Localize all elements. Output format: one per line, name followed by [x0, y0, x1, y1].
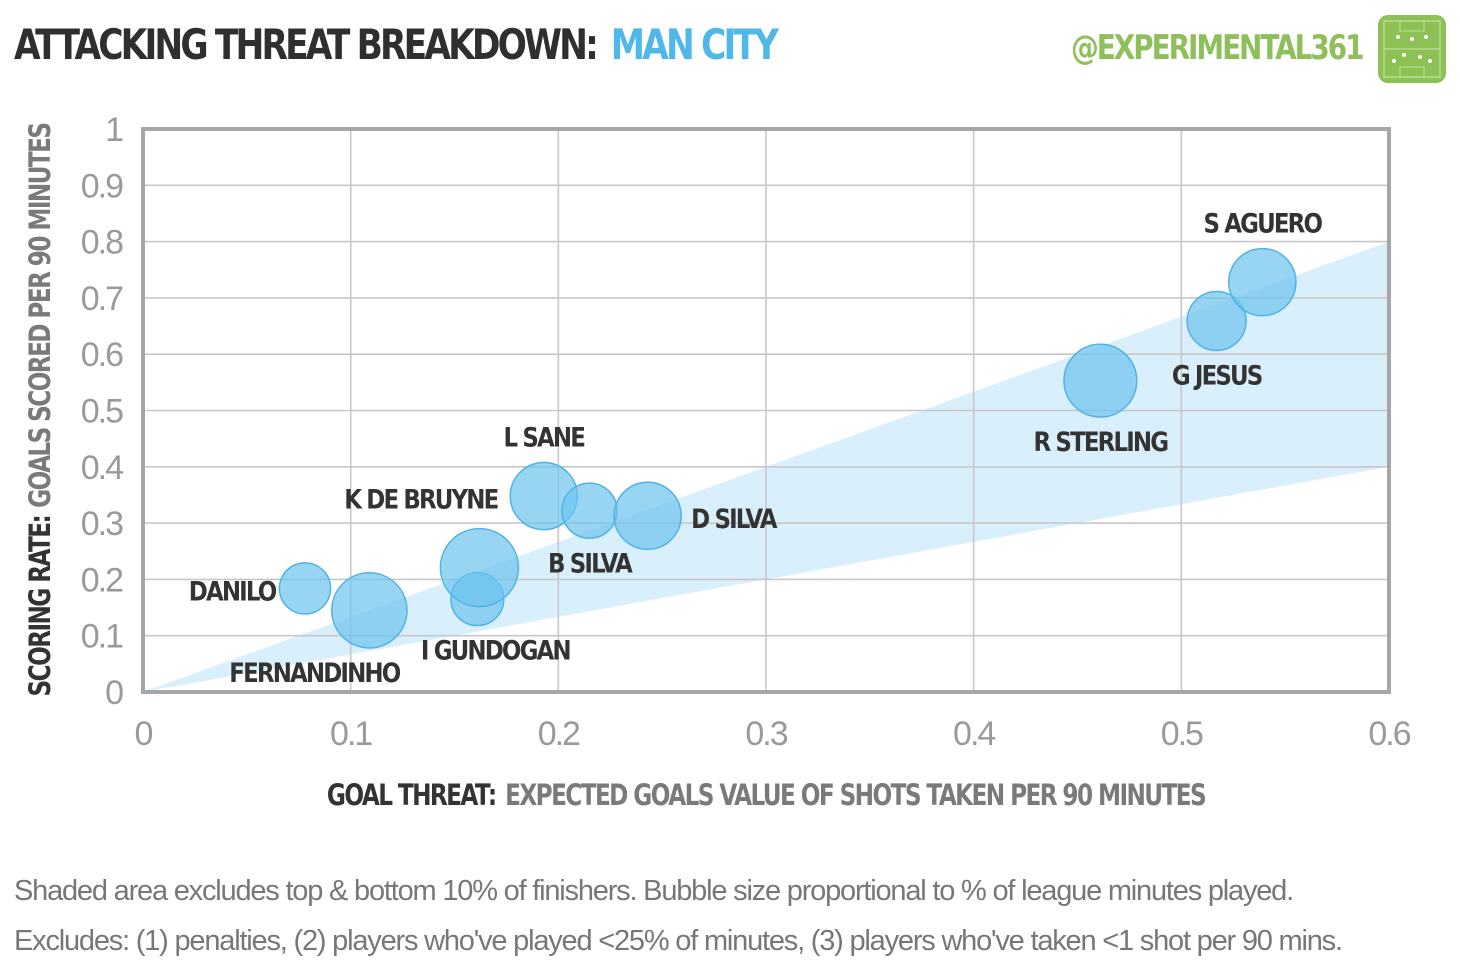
x-tick-labels: 0 0.1 0.2 0.3 0.4 0.5 0.6 [135, 715, 1413, 753]
bubble [1186, 290, 1247, 352]
bubble [1228, 247, 1297, 317]
point-label: B SILVA [548, 548, 633, 579]
y-tick-label: 0.5 [81, 393, 123, 431]
footnote-line-1: Shaded area excludes top & bottom 10% of… [14, 875, 1294, 907]
y-tick-label: 1 [105, 111, 123, 149]
x-tick-label: 0 [135, 715, 153, 753]
x-tick-label: 0.6 [1368, 715, 1410, 753]
point-label: G JESUS [1172, 360, 1263, 391]
chart-title: ATTACKING THREAT BREAKDOWN: MAN CITY [14, 20, 779, 80]
grid-lines [142, 128, 1390, 693]
y-tick-label: 0.4 [81, 449, 123, 487]
point-label: FERNANDINHO [229, 657, 401, 688]
scatter-chart: DANILO FERNANDINHO I GUNDOGAN K DE BRUYNEL … [25, 111, 1413, 813]
x-tick-label: 0.1 [330, 715, 372, 753]
title-text: ATTACKING THREAT BREAKDOWN: [14, 20, 599, 69]
bubble [439, 527, 520, 608]
footnote-line-2: Excludes: (1) penalties, (2) players who… [14, 925, 1343, 957]
y-axis-label-rest: GOALS SCORED PER 90 MINUTES [25, 124, 58, 508]
author-handle: @EXPERIMENTAL361 [1070, 28, 1365, 68]
bubble [561, 482, 618, 540]
point-labels-layer: DANILO FERNANDINHO I GUNDOGAN K DE BRUYNEL … [189, 208, 1325, 689]
x-tick-label: 0.5 [1161, 715, 1203, 753]
point-label: R STERLING [1034, 426, 1168, 457]
x-tick-label: 0.3 [745, 715, 787, 753]
y-tick-label: 0.6 [81, 336, 123, 374]
y-axis-label-bold: SCORING RATE: [25, 516, 58, 697]
y-tick-label: 0.3 [81, 505, 123, 543]
y-axis-label: SCORING RATE: GOALS SCORED PER 90 MINUTES [25, 124, 58, 697]
x-axis-label-rest: EXPECTED GOALS VALUE OF SHOTS TAKEN PER … [505, 780, 1205, 813]
y-tick-label: 0.1 [81, 618, 123, 656]
point-label: DANILO [189, 576, 277, 607]
bubble [330, 572, 408, 649]
y-tick-label: 0.7 [81, 280, 123, 318]
bubble [278, 562, 332, 615]
plot-frame [141, 127, 1391, 694]
x-tick-label: 0.4 [953, 715, 995, 753]
footnotes: Shaded area excludes top & bottom 10% of… [14, 866, 1343, 966]
x-axis-label: GOAL THREAT: EXPECTED GOALS VALUE OF SHOT… [327, 780, 1205, 813]
bubble [1063, 343, 1138, 418]
football-pitch-icon [1378, 15, 1446, 83]
y-tick-label: 0 [105, 674, 123, 712]
y-tick-label: 0.9 [81, 167, 123, 205]
bubbles-layer [278, 247, 1297, 649]
point-label: I GUNDOGAN [421, 635, 570, 666]
team-name: MAN CITY [610, 20, 779, 69]
point-label: D SILVA [691, 503, 778, 534]
x-axis-label-bold: GOAL THREAT: [327, 780, 496, 813]
y-tick-label: 0.2 [81, 561, 123, 599]
y-tick-labels: 0 0.1 0.2 0.3 0.4 0.5 0.6 0.7 0.8 0.9 1 [81, 111, 125, 712]
point-label: L SANE [504, 422, 585, 453]
x-tick-label: 0.2 [538, 715, 580, 753]
y-tick-label: 0.8 [81, 224, 123, 262]
point-label: K DE BRUYNE [344, 484, 498, 515]
point-label: S AGUERO [1204, 208, 1323, 239]
bubble [613, 481, 682, 551]
